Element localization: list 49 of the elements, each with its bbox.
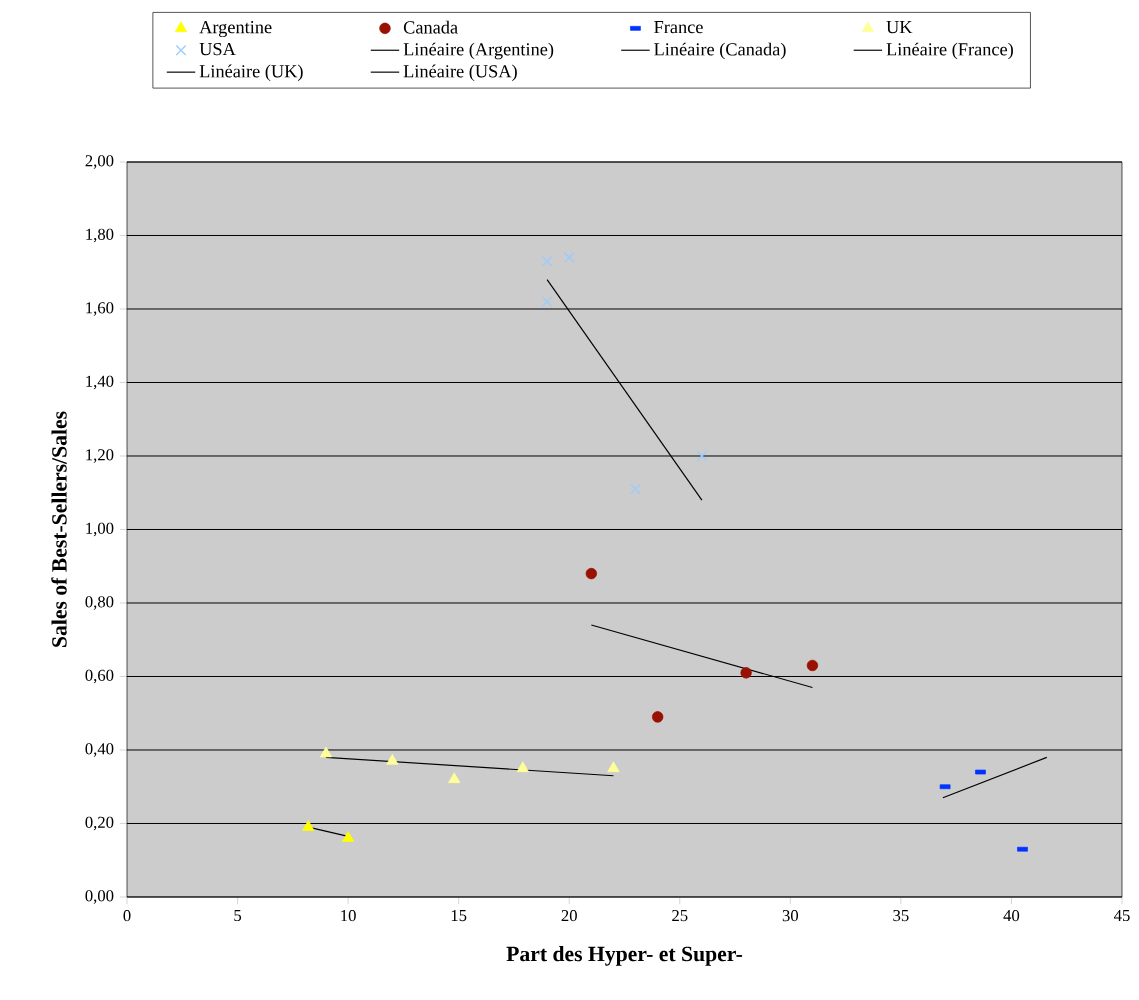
x-tick-label: 25: [672, 909, 688, 922]
y-tick-label: 1,00: [86, 522, 114, 537]
legend-label: Canada: [403, 20, 458, 34]
legend-label: France: [654, 21, 703, 34]
x-tick-label: 20: [561, 909, 577, 922]
x-tick-label: 15: [451, 909, 467, 922]
legend-label: Linéaire (Canada): [654, 42, 786, 60]
x-tick-label: 45: [1113, 909, 1130, 922]
x-tick-label: 30: [782, 909, 799, 922]
y-tick-label: 0,00: [85, 890, 114, 904]
point: [516, 761, 529, 773]
x-tick-label: 10: [341, 909, 356, 922]
point: [541, 296, 553, 308]
legend-label: Linéaire (USA): [403, 64, 517, 82]
x-tick-label: 5: [234, 909, 242, 922]
point: [652, 711, 664, 723]
y-tick-label: 0,40: [85, 743, 114, 757]
legend-label: Argentine: [199, 21, 272, 38]
point: [319, 746, 333, 758]
point: [342, 831, 355, 842]
point: [696, 450, 708, 462]
point: [806, 659, 819, 672]
point: [386, 754, 399, 765]
y-tick-label: 0,20: [85, 816, 114, 831]
y-tick-label: 1,20: [86, 449, 114, 463]
legend-label: UK: [886, 21, 913, 34]
y-tick-label: 1,40: [86, 375, 114, 390]
x-tick-label: 40: [1003, 909, 1020, 922]
x-tick-label: 0: [123, 909, 131, 922]
point: [563, 252, 575, 263]
point: [630, 483, 641, 495]
y-axis-title: Sales of Best-Sellers/Sales: [51, 411, 67, 647]
point: [607, 761, 620, 773]
point: [740, 667, 752, 679]
y-tick-label: 0,60: [85, 669, 114, 684]
legend-label: Linéaire (France): [886, 42, 1013, 60]
legend-label: Linéaire (UK): [199, 64, 303, 82]
x-tick-label: 35: [893, 909, 909, 922]
y-tick-label: 1,60: [86, 302, 114, 316]
point: [585, 567, 598, 580]
point: [541, 255, 553, 267]
y-tick-label: 1,80: [86, 228, 114, 243]
point: [448, 772, 461, 784]
x-axis-title: Part des Hyper- et Super-: [506, 946, 743, 966]
legend-label: USA: [199, 42, 236, 56]
y-tick-label: 0,80: [85, 596, 114, 610]
legend-label: Linéaire (Argentine): [403, 42, 554, 60]
y-tick-label: 2,00: [85, 155, 114, 169]
point: [302, 820, 315, 831]
